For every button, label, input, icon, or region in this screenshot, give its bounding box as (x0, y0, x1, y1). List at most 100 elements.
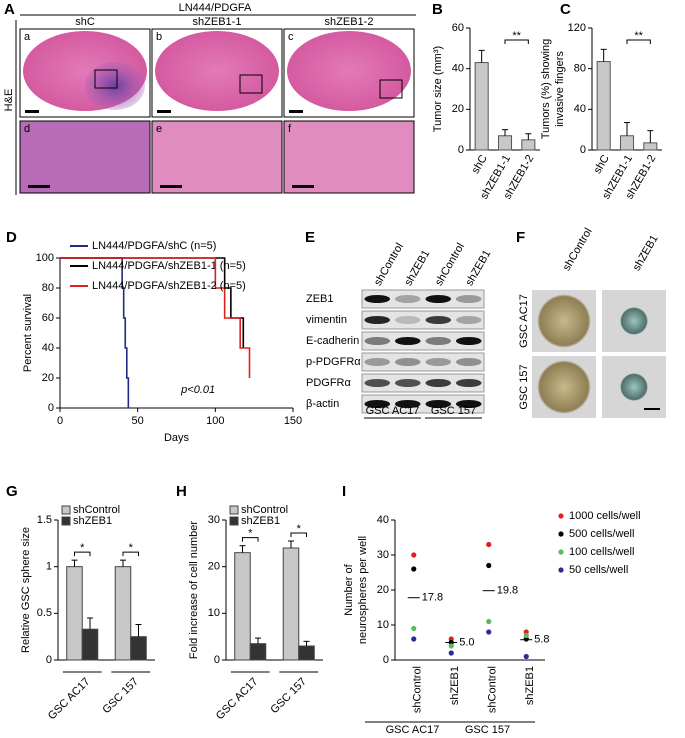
blot-band (425, 358, 452, 366)
y-axis-label: Percent survival (22, 294, 34, 372)
x-tick-label: GSC 157 (268, 676, 308, 716)
survival-curve (60, 257, 130, 408)
group-label: GSC 157 (465, 724, 510, 736)
y-tick-label: 100 (36, 252, 54, 264)
significance: * (80, 542, 85, 554)
dot (486, 629, 492, 635)
row-label: H&E (3, 89, 15, 112)
blot-strip (361, 310, 485, 330)
dot (486, 541, 492, 548)
y-tick-label: 1.5 (37, 514, 52, 526)
y-tick-label: 30 (377, 549, 389, 561)
panel-label: G (6, 483, 18, 500)
group-label: GSC 157 (431, 405, 476, 417)
blot-band (364, 316, 391, 324)
bar (66, 566, 83, 661)
survival-curve (60, 257, 245, 348)
lane-label: shZEB1 (402, 248, 432, 288)
y-tick-label: 20 (208, 561, 220, 573)
legend-label: shZEB1 (73, 515, 112, 527)
group-label: GSC AC17 (386, 724, 440, 736)
significance-bracket (290, 532, 308, 537)
x-tick-label: 100 (206, 415, 224, 427)
x-tick-label: 0 (57, 415, 63, 427)
legend-swatch (558, 513, 564, 519)
dot (523, 632, 529, 639)
y-axis-label: neurospheres per well (357, 536, 369, 644)
legend-label: shControl (73, 504, 120, 516)
sub-label: a (24, 31, 31, 43)
bar (234, 552, 251, 661)
panel-label: E (305, 229, 315, 246)
blot-band (425, 400, 452, 408)
dot (523, 653, 529, 660)
dot (486, 618, 492, 625)
scale-bar (157, 110, 171, 113)
legend-swatch (61, 505, 71, 515)
sphere (620, 373, 648, 401)
lane-label: shZEB1 (463, 248, 493, 288)
blot-band (425, 379, 452, 387)
sub-label: e (156, 123, 162, 135)
sub-label: d (24, 123, 30, 135)
bar (596, 61, 611, 151)
y-tick-label: 0 (214, 654, 220, 666)
x-tick-label: GSC AC17 (46, 676, 93, 723)
sub-label: c (288, 31, 294, 43)
x-axis-label: Days (164, 432, 190, 444)
blot-label: β-actin (306, 398, 339, 410)
group-label: GSC AC17 (366, 405, 420, 417)
blot-label: E-cadherin (306, 335, 359, 347)
significance-bracket (73, 551, 91, 557)
blot-label: PDGFRα (306, 377, 352, 389)
sphere (537, 360, 591, 414)
legend-label: shZEB1 (241, 515, 280, 527)
blot-band (364, 400, 391, 408)
y-axis-label: Number of (343, 563, 355, 615)
zoom-box (379, 79, 403, 99)
blot-strip (361, 352, 485, 372)
y-tick-label: 0 (383, 654, 389, 666)
y-tick-label: 10 (208, 607, 220, 619)
x-tick-label: 150 (284, 415, 302, 427)
blot-band (455, 379, 482, 387)
bar (81, 628, 99, 661)
blot-band (394, 337, 421, 345)
legend-swatch (229, 516, 239, 526)
legend-label: 1000 cells/well (569, 510, 641, 522)
scale-bar (644, 408, 660, 410)
column-label: shZEB1 (631, 233, 661, 273)
x-tick-label: shC (470, 153, 490, 176)
scale-bar (25, 110, 39, 113)
column-label: shControl (561, 226, 595, 273)
y-tick-label: 40 (452, 63, 464, 75)
bar (130, 636, 147, 661)
column-label: shZEB1-1 (193, 16, 242, 28)
dot (411, 625, 417, 632)
blot-strip (361, 373, 485, 393)
bar (643, 142, 658, 151)
blot-band (394, 295, 421, 303)
bar (282, 547, 300, 661)
y-tick-label: 10 (377, 619, 389, 631)
legend-label: shControl (241, 504, 288, 516)
y-tick-label: 20 (42, 372, 54, 384)
mean-label: 19.8 (497, 585, 518, 597)
blot-band (364, 358, 391, 366)
legend-swatch (558, 549, 564, 555)
blot-band (455, 295, 482, 303)
blot-band (455, 358, 482, 366)
sphere (620, 307, 648, 335)
annotation: p<0.01 (180, 384, 215, 396)
survival-curve (60, 257, 251, 378)
y-axis-label: Tumors (%) showing (540, 39, 552, 139)
y-tick-label: 80 (42, 282, 54, 294)
y-tick-label: 1 (46, 561, 52, 573)
tumor (85, 62, 145, 110)
legend-label: 100 cells/well (569, 546, 634, 558)
y-tick-label: 0 (458, 144, 464, 156)
scale-bar (292, 185, 314, 188)
x-tick-label: shZEB1 (524, 666, 536, 705)
y-tick-label: 20 (452, 103, 464, 115)
mean-label: 17.8 (422, 592, 443, 604)
